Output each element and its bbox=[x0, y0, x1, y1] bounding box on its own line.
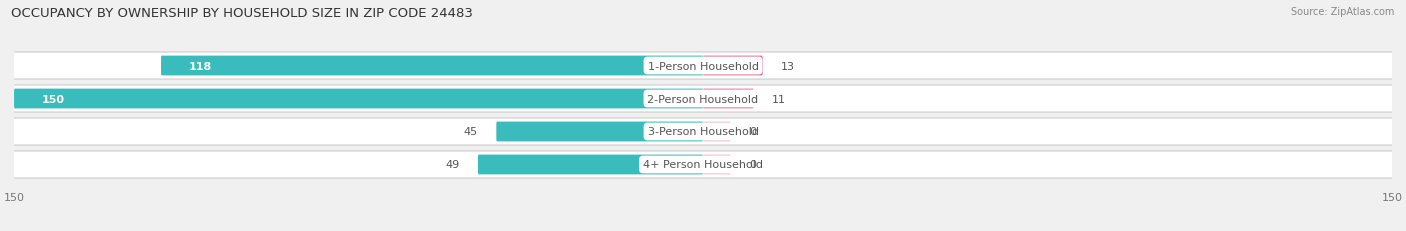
FancyBboxPatch shape bbox=[10, 151, 1396, 178]
Text: 3-Person Household: 3-Person Household bbox=[648, 127, 758, 137]
FancyBboxPatch shape bbox=[703, 155, 731, 175]
Text: 150: 150 bbox=[42, 94, 65, 104]
FancyBboxPatch shape bbox=[10, 119, 1396, 145]
Text: 11: 11 bbox=[772, 94, 786, 104]
Text: OCCUPANCY BY OWNERSHIP BY HOUSEHOLD SIZE IN ZIP CODE 24483: OCCUPANCY BY OWNERSHIP BY HOUSEHOLD SIZE… bbox=[11, 7, 474, 20]
Text: 13: 13 bbox=[782, 61, 794, 71]
FancyBboxPatch shape bbox=[496, 122, 703, 142]
Text: 0: 0 bbox=[749, 160, 756, 170]
Text: Source: ZipAtlas.com: Source: ZipAtlas.com bbox=[1291, 7, 1395, 17]
Text: 118: 118 bbox=[188, 61, 212, 71]
Text: 49: 49 bbox=[446, 160, 460, 170]
FancyBboxPatch shape bbox=[703, 122, 731, 142]
FancyBboxPatch shape bbox=[703, 56, 762, 76]
FancyBboxPatch shape bbox=[10, 86, 1396, 112]
Text: 2-Person Household: 2-Person Household bbox=[647, 94, 759, 104]
FancyBboxPatch shape bbox=[162, 56, 703, 76]
FancyBboxPatch shape bbox=[703, 89, 754, 109]
Text: 1-Person Household: 1-Person Household bbox=[648, 61, 758, 71]
Text: 0: 0 bbox=[749, 127, 756, 137]
FancyBboxPatch shape bbox=[478, 155, 703, 175]
Text: 45: 45 bbox=[464, 127, 478, 137]
Text: 4+ Person Household: 4+ Person Household bbox=[643, 160, 763, 170]
FancyBboxPatch shape bbox=[14, 89, 703, 109]
FancyBboxPatch shape bbox=[10, 53, 1396, 80]
